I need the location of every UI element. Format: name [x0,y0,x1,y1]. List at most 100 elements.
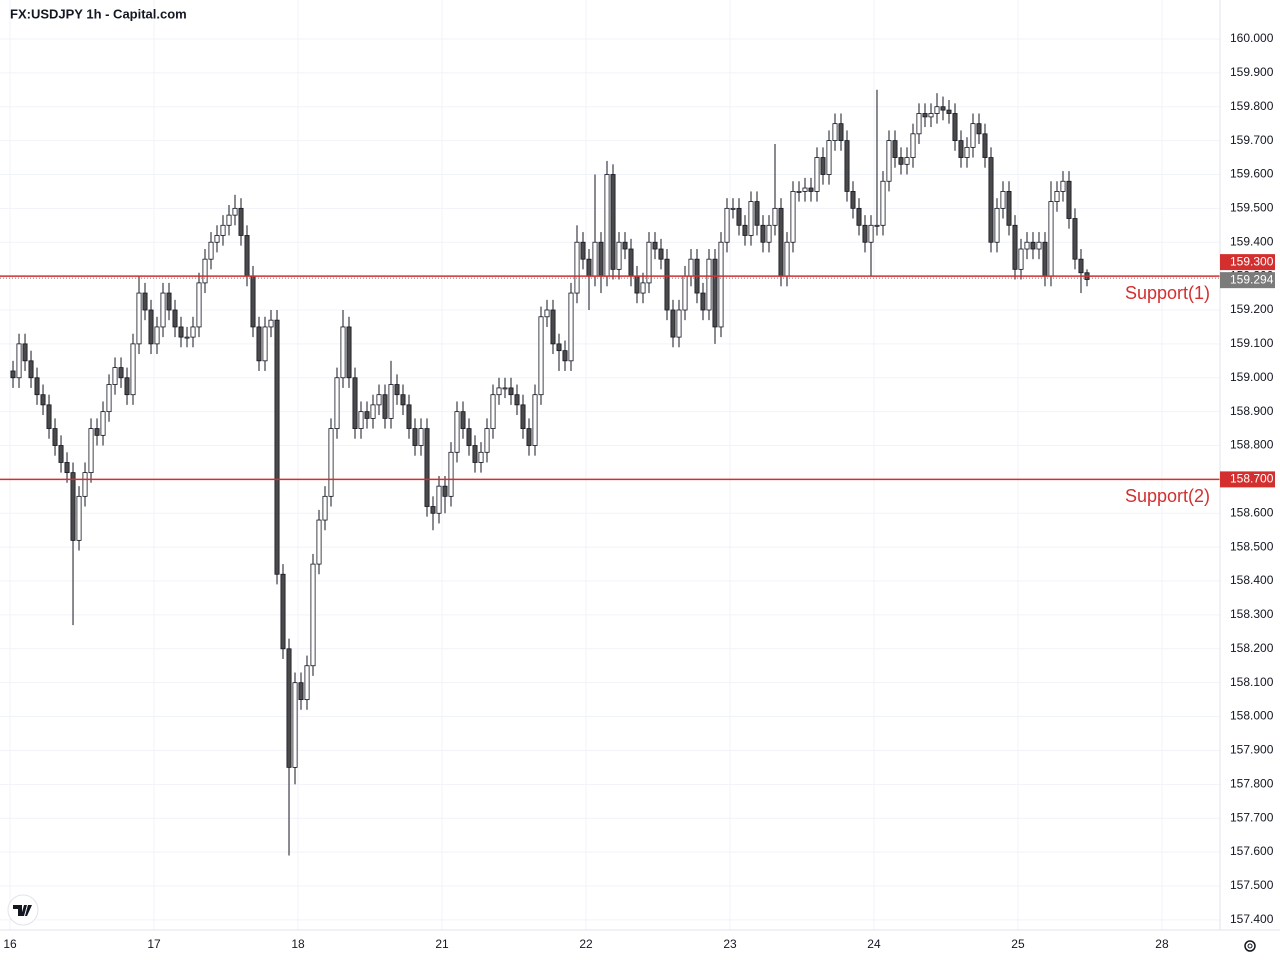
candle-body [538,316,544,396]
candle-body [814,157,820,192]
candle-body [460,411,466,429]
candle-body [412,428,418,446]
logo [7,894,39,926]
candle-body [154,326,160,345]
candle-body [898,157,904,165]
candle-body [34,377,40,396]
candle-body [172,309,178,328]
candle-body [610,174,616,270]
y-tick-label: 158.100 [1230,675,1274,689]
candle-body [1054,191,1060,202]
x-tick-label: 23 [723,937,737,951]
support-annotation: Support(2) [1125,486,1210,506]
candle-body [892,140,898,158]
candle-body [262,326,268,362]
candle-body [1060,180,1066,192]
candle-body [1072,218,1078,260]
y-tick-label: 158.000 [1230,709,1274,723]
candle-body [466,428,472,446]
candle-body [790,191,796,243]
x-tick-label: 18 [291,937,305,951]
x-tick-label: 21 [435,937,449,951]
candle-body [94,428,100,436]
candle-body [256,326,262,362]
candle-body [376,394,382,406]
settings-icon[interactable] [1244,940,1256,952]
candle-body [730,207,736,210]
candle-body [664,258,670,311]
candle-body [52,428,58,446]
candle-body [868,224,874,243]
candle-body [778,207,784,277]
candle-body [862,224,868,243]
candle-body [442,485,448,497]
candle-body [490,394,496,429]
y-tick-label: 159.100 [1230,336,1274,350]
candle-body [418,428,424,446]
candle-body [760,224,766,243]
candle-body [472,445,478,463]
price-label-box [1220,471,1275,488]
x-tick-label: 22 [579,937,593,951]
candle-body [802,187,808,192]
y-tick-label: 159.200 [1230,302,1274,316]
candle-body [298,682,304,701]
candle-body [196,282,202,328]
candle-body [64,462,70,474]
y-tick-label: 160.000 [1230,31,1274,45]
candle-body [400,394,406,406]
y-tick-label: 158.600 [1230,505,1274,519]
candle-body [310,563,316,667]
candle-body [238,207,244,236]
candle-body [658,248,664,260]
candle-body [856,207,862,226]
candle-body [532,394,538,446]
candle-body [148,309,154,345]
candle-body [454,411,460,453]
candle-body [988,157,994,243]
candle-body [754,201,760,226]
candle-body [268,319,274,328]
candle-body [724,207,730,243]
candle-body [712,258,718,328]
y-tick-label: 158.900 [1230,404,1274,418]
candle-body [346,326,352,379]
y-tick-label: 157.900 [1230,743,1274,757]
candle-body [796,191,802,193]
candle-body [772,207,778,226]
candle-body [562,350,568,362]
x-tick-label: 24 [867,937,881,951]
x-tick-label: 28 [1155,937,1169,951]
candle-body [688,258,694,277]
y-tick-label: 157.600 [1230,844,1274,858]
candle-body [322,495,328,521]
candle-body [88,428,94,474]
y-tick-label: 159.900 [1230,65,1274,79]
candle-body [142,292,148,311]
y-tick-label: 158.300 [1230,607,1274,621]
candle-body [520,404,526,429]
candle-body [502,387,508,390]
y-tick-label: 158.400 [1230,573,1274,587]
candle-body [352,377,358,429]
candle-body [184,336,190,339]
candle-body [640,282,646,294]
last-price-label: 159.294 [1230,272,1274,286]
candle-body [1048,201,1054,277]
candle-body [604,174,610,277]
candle-body [874,224,880,227]
candle-body [676,309,682,338]
candle-body [1042,241,1048,277]
candle-body [784,241,790,277]
candle-body [478,451,484,463]
candle-body [280,573,286,650]
candle-body [232,207,238,216]
candle-body [826,140,832,175]
candle-body [244,235,250,277]
candle-body [406,404,412,429]
candle-body [580,241,586,260]
y-tick-label: 159.000 [1230,370,1274,384]
candle-body [844,140,850,192]
candle-body [214,235,220,243]
candle-body [286,648,292,768]
